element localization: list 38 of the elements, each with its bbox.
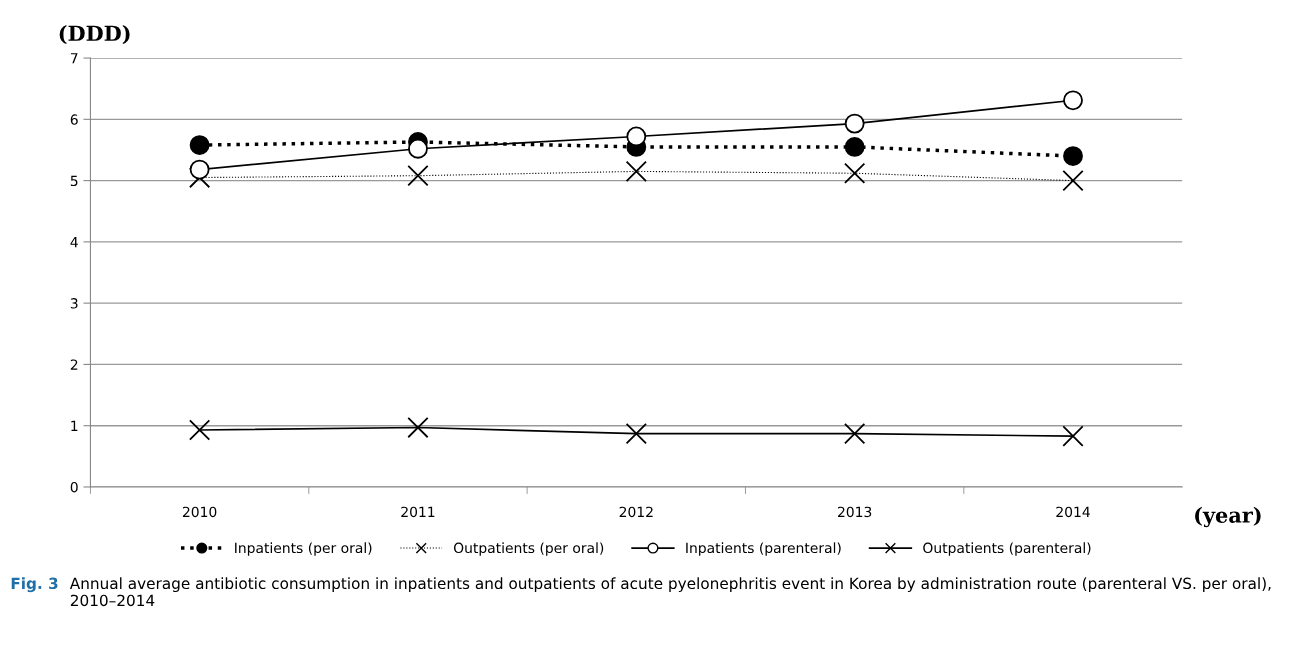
- point: [844, 113, 865, 134]
- point: [625, 160, 647, 183]
- point: [1062, 169, 1084, 192]
- caption: Fig. 3: [11, 577, 58, 593]
- point: [189, 159, 210, 180]
- y-tick-label: 5: [70, 175, 78, 187]
- point: [407, 416, 429, 439]
- point: [408, 138, 428, 159]
- x-tick-label: 2012: [619, 506, 653, 518]
- legend-label: Inpatients (per oral): [235, 542, 372, 556]
- y-tick-label: 2: [70, 359, 78, 370]
- point: [844, 423, 866, 445]
- x-tick-label: 2011: [401, 506, 435, 518]
- x-tick-label: 2013: [838, 506, 872, 518]
- y-tick-label: 0: [70, 481, 78, 493]
- y-tick-label: 6: [70, 114, 78, 125]
- y-axis-title: (DDD): [59, 25, 130, 45]
- y-tick-label: 1: [71, 420, 78, 431]
- point: [189, 135, 210, 155]
- y-tick-label: 4: [70, 237, 78, 248]
- legend-label: Outpatients (parenteral): [923, 542, 1091, 556]
- point: [844, 162, 866, 184]
- point: [1063, 146, 1083, 167]
- legend-label: Inpatients (parenteral): [686, 542, 841, 556]
- point: [407, 165, 429, 187]
- point: [1063, 90, 1083, 111]
- x-tick-label: 2010: [182, 506, 217, 518]
- point: [188, 419, 211, 441]
- y-tick-label: 7: [70, 53, 78, 64]
- y-tick-label: 3: [70, 298, 78, 309]
- point: [625, 423, 647, 445]
- point: [1062, 425, 1084, 447]
- point: [844, 136, 865, 157]
- text: Annual average antibiotic consumption in inpatients and outpatients of acute pyelonephritis event in Korea by administration route (parenteral VS. per oral), 2010–2014: [69, 577, 1271, 607]
- point: [626, 126, 647, 147]
- legend-label: Outpatients (per oral): [453, 542, 604, 556]
- x-axis-title: (year): [1195, 506, 1261, 528]
- x-tick-label: 2014: [1056, 506, 1090, 518]
